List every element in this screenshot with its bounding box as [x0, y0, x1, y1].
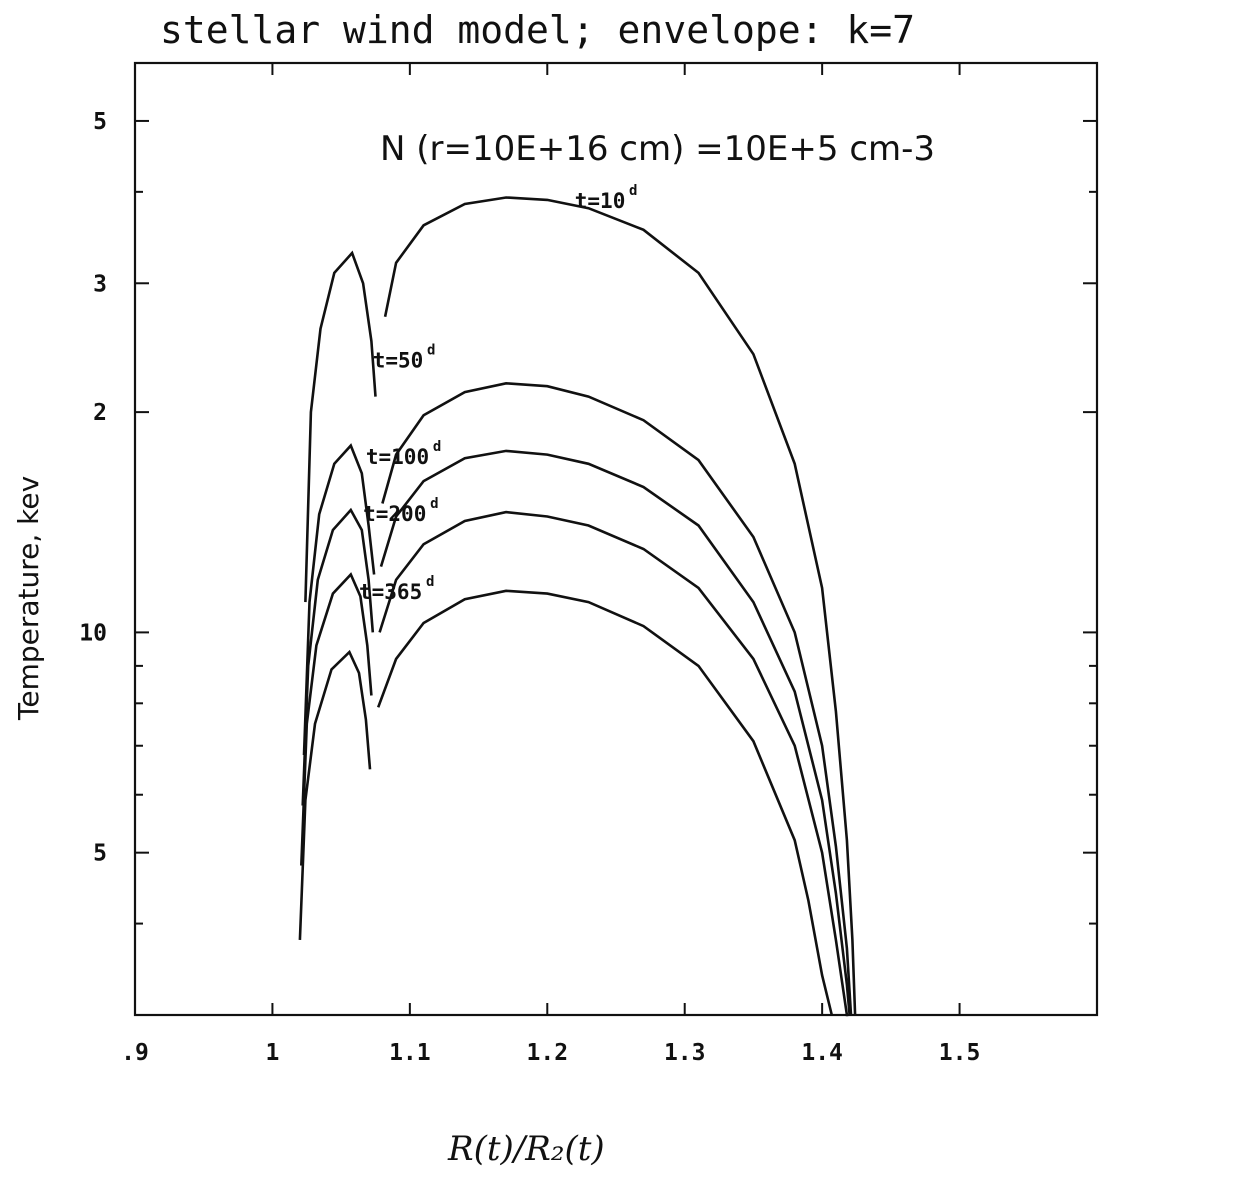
x-tick-label: 1.5: [939, 1040, 981, 1066]
y-tick-label: 3: [93, 271, 107, 297]
x-tick-label: 1: [265, 1040, 279, 1066]
curve-t-100-outer: [379, 449, 851, 1016]
series-label-superscript: d: [629, 183, 637, 199]
y-tick-label: 5: [93, 841, 107, 867]
curve-t-365-inner: [298, 649, 372, 940]
curve-t-10-outer: [383, 196, 857, 1016]
curve-t-10-inner: [304, 250, 377, 603]
series-label: t=200: [363, 502, 426, 526]
series-curves: [298, 196, 857, 1017]
plot-frame: [133, 61, 1099, 1017]
series-label: t=100: [366, 445, 429, 469]
x-axis-ticks: .9 1 1.1 1.2 1.3 1.4 1.5: [121, 63, 980, 1066]
x-tick-label: .9: [121, 1040, 149, 1066]
curve-t-365-outer: [376, 589, 834, 1016]
series-label-superscript: d: [433, 439, 441, 455]
y-tick-label: 2: [93, 400, 107, 426]
x-tick-label: 1.1: [389, 1040, 431, 1066]
curve-t-100-inner: [301, 507, 375, 806]
x-tick-label: 1.2: [527, 1040, 569, 1066]
series-labels: t=10 dt=50 dt=100 dt=200 dt=365 d: [359, 183, 637, 604]
curve-t-50-outer: [381, 381, 853, 1016]
density-annotation: N (r=10E+16 cm) =10E+5 cm-3: [380, 129, 935, 169]
x-axis-label: R(t)/R₂(t): [447, 1129, 605, 1169]
series-label: t=10: [575, 189, 626, 213]
series-label: t=50: [373, 349, 424, 373]
series-label-superscript: d: [427, 343, 435, 359]
curve-t-200-outer: [378, 510, 849, 1017]
y-tick-label: 10: [79, 620, 107, 646]
x-tick-label: 1.4: [801, 1040, 843, 1066]
x-tick-label: 1.3: [664, 1040, 706, 1066]
curve-t-200-inner: [300, 572, 373, 866]
chart-title: stellar wind model; envelope: k=7: [160, 8, 915, 52]
series-label: t=365: [359, 580, 422, 604]
series-label-superscript: d: [430, 496, 438, 512]
y-tick-label: 5: [93, 109, 107, 135]
series-label-superscript: d: [426, 574, 434, 590]
y-axis-ticks: 5 10 2 3 5: [79, 109, 1097, 925]
curve-t-50-inner: [302, 443, 376, 756]
y-axis-label: Temperature, kev: [12, 476, 45, 721]
